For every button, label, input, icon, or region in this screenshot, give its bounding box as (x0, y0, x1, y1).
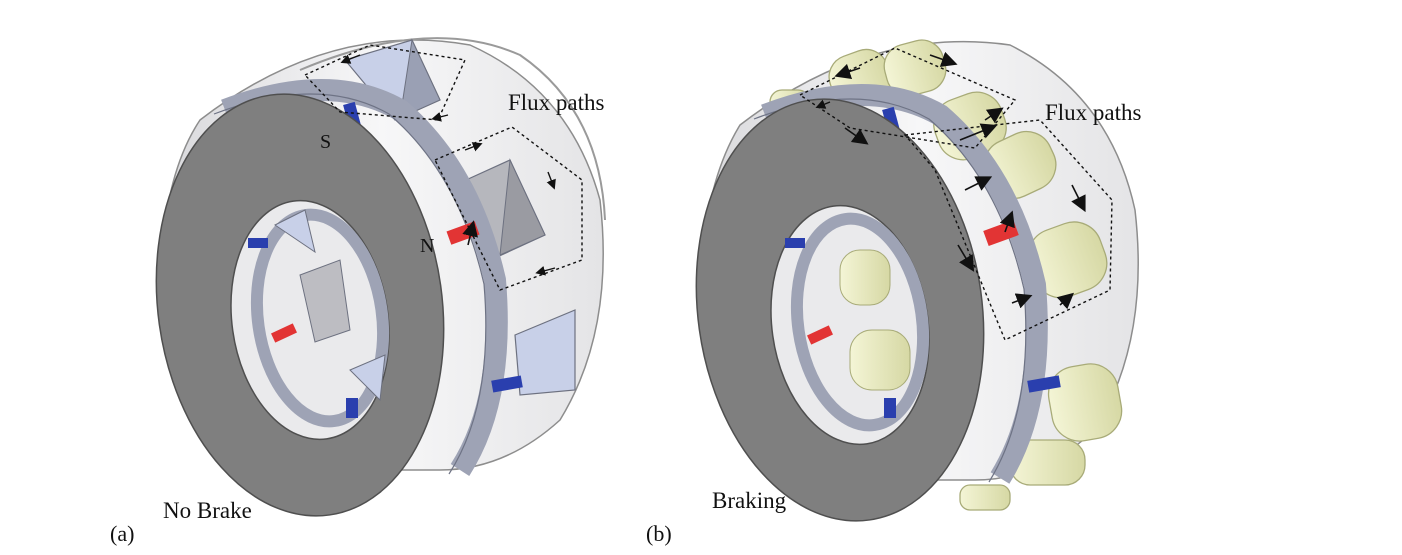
front-face-a (155, 93, 445, 517)
caption-braking: Braking (712, 488, 787, 513)
panel-tag-b: (b) (646, 521, 672, 546)
flux-paths-label-b: Flux paths (1045, 100, 1142, 125)
flux-path-a-upper (303, 44, 467, 122)
stator-ring-a (221, 79, 508, 476)
plungers-a (343, 38, 576, 396)
front-face-b (695, 98, 985, 522)
magnet-blue-a-2 (491, 375, 523, 393)
flux-path-a-lower (434, 126, 583, 291)
flux-paths-label-a: Flux paths (508, 90, 605, 115)
pole-label-s: S (320, 131, 331, 153)
panel-tag-a: (a) (110, 521, 134, 546)
pole-label-n: N (420, 235, 434, 257)
caption-no-brake: No Brake (163, 498, 252, 523)
magnet-blue-b-2 (1027, 375, 1061, 393)
stator-ring-b (761, 84, 1048, 484)
panel-a: S N Flux paths No Brake (a) (110, 37, 606, 546)
flux-path-b-lower (903, 119, 1113, 341)
flux-path-b-upper (798, 47, 1017, 149)
panel-b: Flux paths Braking (b) (646, 39, 1142, 546)
